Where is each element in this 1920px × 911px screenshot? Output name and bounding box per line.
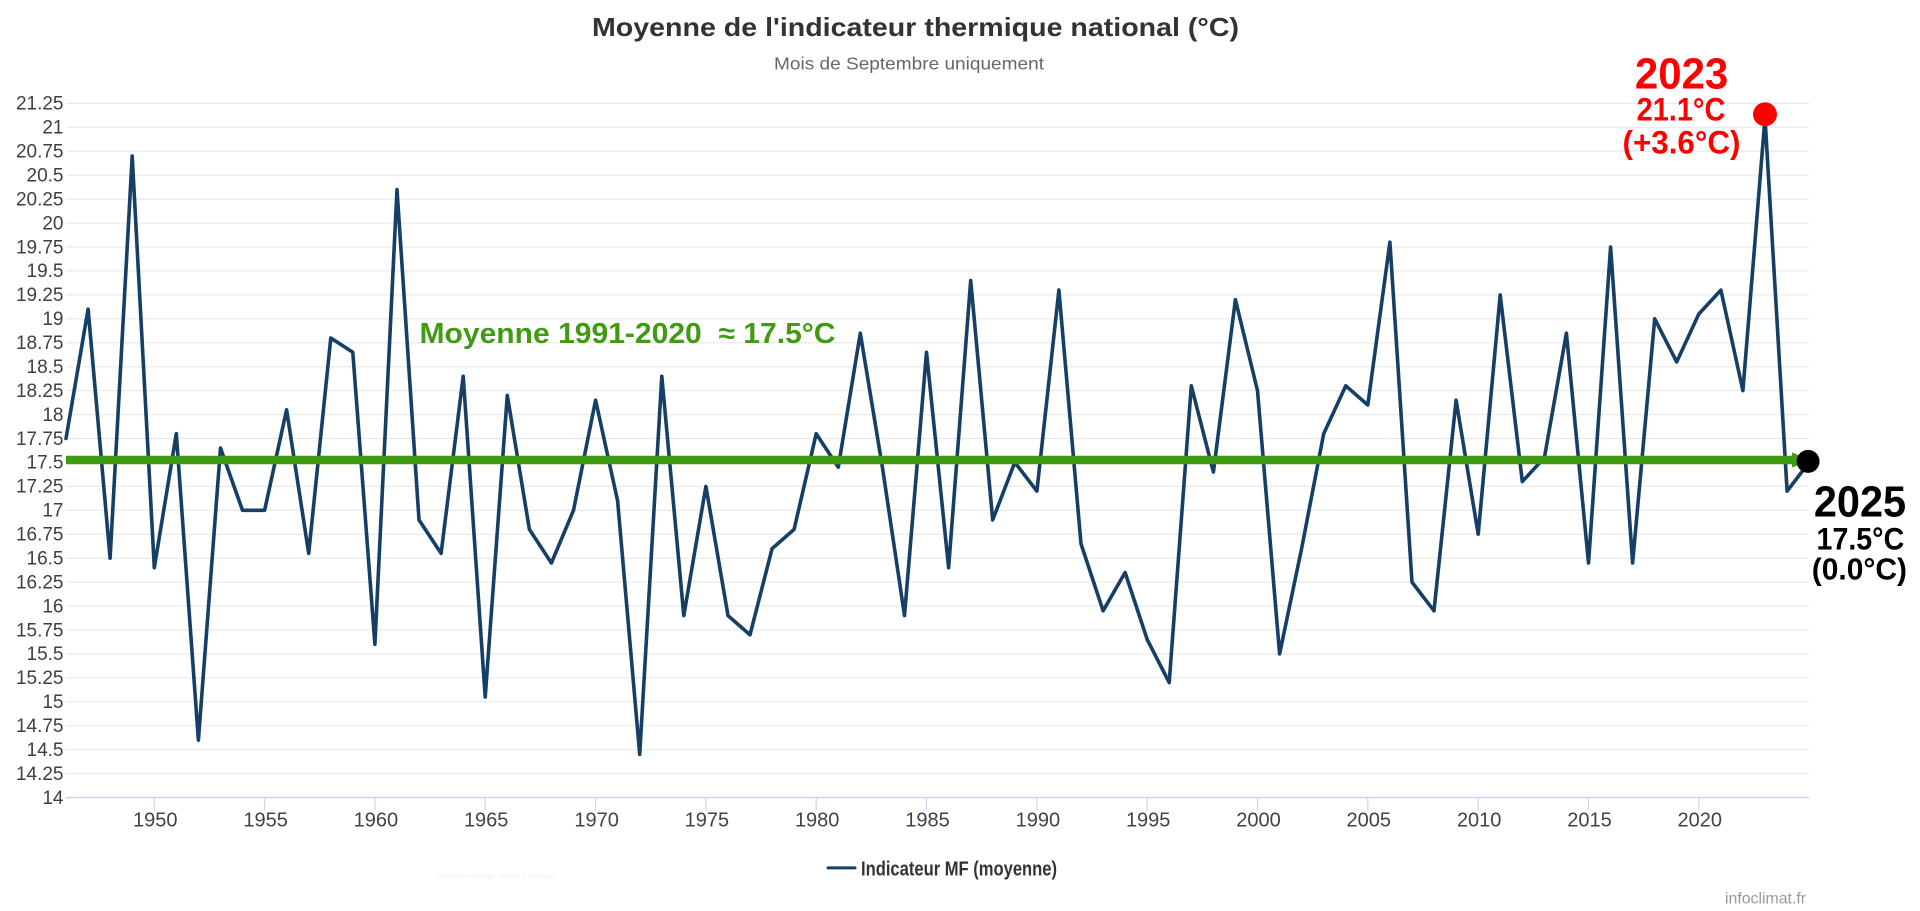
svg-text:association infoclimat - indic: association infoclimat - indicateur ther… bbox=[436, 872, 555, 881]
svg-text:18.25: 18.25 bbox=[16, 381, 64, 402]
svg-text:19.25: 19.25 bbox=[16, 285, 64, 306]
svg-text:21.25: 21.25 bbox=[16, 94, 64, 115]
svg-text:Mois de Septembre uniquement: Mois de Septembre uniquement bbox=[774, 54, 1044, 74]
svg-text:2015: 2015 bbox=[1567, 809, 1612, 831]
svg-text:19.5: 19.5 bbox=[27, 261, 64, 282]
svg-text:20.25: 20.25 bbox=[16, 189, 64, 210]
svg-text:1965: 1965 bbox=[464, 809, 509, 831]
svg-text:2010: 2010 bbox=[1457, 809, 1502, 831]
svg-text:15.5: 15.5 bbox=[27, 644, 64, 665]
svg-text:16: 16 bbox=[42, 596, 63, 617]
svg-text:16.75: 16.75 bbox=[16, 525, 64, 546]
svg-text:15: 15 bbox=[42, 692, 63, 713]
svg-text:2023: 2023 bbox=[1635, 49, 1728, 98]
svg-text:17: 17 bbox=[42, 501, 63, 522]
svg-text:2000: 2000 bbox=[1236, 809, 1281, 831]
svg-text:2020: 2020 bbox=[1678, 809, 1723, 831]
svg-text:1975: 1975 bbox=[685, 809, 730, 831]
svg-text:15.25: 15.25 bbox=[16, 668, 64, 689]
svg-text:19.75: 19.75 bbox=[16, 237, 64, 258]
svg-text:1955: 1955 bbox=[243, 809, 288, 831]
svg-text:20.75: 20.75 bbox=[16, 142, 64, 163]
svg-text:1980: 1980 bbox=[795, 809, 840, 831]
svg-text:14.75: 14.75 bbox=[16, 716, 64, 737]
svg-text:14.25: 14.25 bbox=[16, 764, 64, 785]
svg-text:15.75: 15.75 bbox=[16, 620, 64, 641]
svg-text:Moyenne 1991-2020 ≈ 17.5°C: Moyenne 1991-2020 ≈ 17.5°C bbox=[420, 318, 836, 350]
svg-text:(+3.6°C): (+3.6°C) bbox=[1623, 124, 1741, 160]
svg-text:1985: 1985 bbox=[905, 809, 950, 831]
svg-text:1960: 1960 bbox=[354, 809, 399, 831]
svg-text:infoclimat.fr: infoclimat.fr bbox=[1725, 890, 1807, 907]
svg-text:21.1°C: 21.1°C bbox=[1637, 92, 1726, 128]
svg-text:20.5: 20.5 bbox=[27, 166, 64, 187]
svg-text:(0.0°C): (0.0°C) bbox=[1812, 551, 1907, 586]
svg-text:2025: 2025 bbox=[1814, 479, 1906, 527]
svg-text:16.25: 16.25 bbox=[16, 572, 64, 593]
svg-text:18.75: 18.75 bbox=[16, 333, 64, 354]
svg-text:16.5: 16.5 bbox=[27, 549, 64, 570]
svg-text:17.5: 17.5 bbox=[27, 453, 64, 474]
svg-text:17.75: 17.75 bbox=[16, 429, 64, 450]
svg-text:Moyenne de l'indicateur thermi: Moyenne de l'indicateur thermique nation… bbox=[592, 12, 1239, 42]
svg-text:1990: 1990 bbox=[1016, 809, 1061, 831]
svg-text:Indicateur MF (moyenne): Indicateur MF (moyenne) bbox=[861, 857, 1057, 880]
svg-text:17.5°C: 17.5°C bbox=[1817, 520, 1905, 556]
svg-text:14: 14 bbox=[42, 788, 64, 809]
svg-text:17.25: 17.25 bbox=[16, 477, 64, 498]
svg-text:21: 21 bbox=[42, 118, 63, 139]
svg-text:2005: 2005 bbox=[1347, 809, 1392, 831]
svg-text:1950: 1950 bbox=[133, 809, 178, 831]
svg-text:1970: 1970 bbox=[574, 809, 619, 831]
svg-text:14.5: 14.5 bbox=[27, 740, 64, 761]
svg-text:19: 19 bbox=[42, 309, 63, 330]
svg-text:18: 18 bbox=[42, 405, 63, 426]
svg-text:20: 20 bbox=[42, 213, 63, 234]
svg-text:1995: 1995 bbox=[1126, 809, 1171, 831]
svg-text:18.5: 18.5 bbox=[27, 357, 64, 378]
